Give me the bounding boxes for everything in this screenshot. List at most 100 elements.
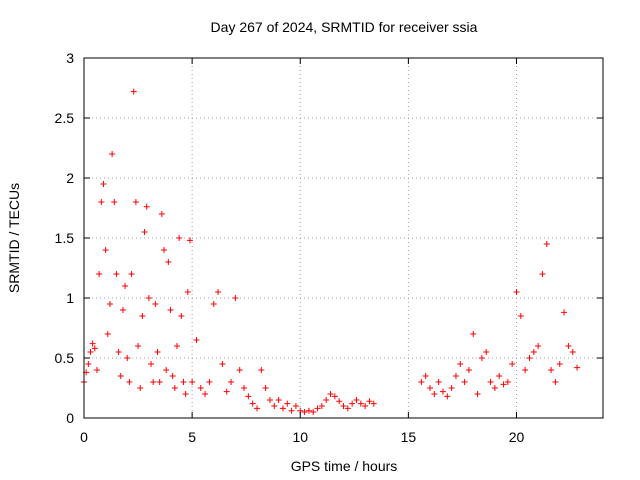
data-point xyxy=(310,409,317,415)
data-point xyxy=(113,271,120,277)
data-point xyxy=(301,409,308,415)
data-point xyxy=(193,337,200,343)
data-point xyxy=(561,309,568,316)
data-point xyxy=(465,367,472,373)
data-point xyxy=(186,237,193,244)
data-point xyxy=(106,301,113,307)
data-point xyxy=(258,367,265,373)
data-point xyxy=(271,403,278,409)
data-point xyxy=(513,289,520,295)
data-point xyxy=(91,345,98,352)
data-point xyxy=(418,379,425,385)
y-tick-labels: 0 0.5 1 1.5 2 2.5 3 xyxy=(55,50,75,426)
data-point xyxy=(279,405,286,412)
data-point xyxy=(305,407,312,414)
data-point xyxy=(122,283,129,289)
data-point xyxy=(340,403,347,409)
x-tick-labels: 0 5 10 15 20 xyxy=(80,429,524,445)
data-point xyxy=(552,379,559,385)
data-point xyxy=(517,313,524,319)
data-point xyxy=(314,405,321,412)
y-tick-label: 1 xyxy=(66,290,74,306)
data-point xyxy=(474,391,481,397)
plot-frame xyxy=(83,57,604,419)
data-point xyxy=(119,307,126,313)
data-point xyxy=(87,349,94,355)
data-point xyxy=(362,403,369,409)
data-point xyxy=(457,361,464,367)
data-point xyxy=(530,349,537,355)
x-tick-label: 10 xyxy=(292,429,308,445)
data-point xyxy=(245,393,252,400)
data-point xyxy=(344,405,351,412)
x-tick-label: 15 xyxy=(401,429,417,445)
data-point xyxy=(461,379,468,385)
data-point xyxy=(422,373,429,379)
data-point xyxy=(117,373,124,379)
y-tick-label: 1.5 xyxy=(55,230,75,246)
data-point xyxy=(85,361,92,367)
data-point xyxy=(427,385,433,391)
data-point xyxy=(206,379,213,385)
data-point xyxy=(431,391,438,397)
data-point xyxy=(228,379,235,385)
data-point xyxy=(104,331,111,337)
data-point xyxy=(135,343,142,349)
data-point xyxy=(439,388,446,395)
data-point xyxy=(241,385,248,391)
data-point xyxy=(96,271,103,277)
data-point xyxy=(288,407,295,414)
data-point xyxy=(124,355,131,361)
data-point xyxy=(504,379,511,385)
data-point xyxy=(327,391,334,397)
y-tick-label: 2.5 xyxy=(55,110,75,126)
data-point xyxy=(444,393,451,400)
data-point xyxy=(543,241,550,247)
data-point xyxy=(435,379,442,385)
data-point xyxy=(262,385,269,391)
data-point xyxy=(496,373,503,379)
data-point xyxy=(366,398,373,405)
x-tick-label: 20 xyxy=(509,429,525,445)
data-point xyxy=(331,393,338,400)
data-point xyxy=(448,385,455,391)
data-point xyxy=(128,271,135,277)
data-point xyxy=(483,349,490,355)
data-point xyxy=(126,379,133,385)
data-point xyxy=(132,199,139,205)
y-tick-label: 0 xyxy=(66,410,74,426)
data-point xyxy=(223,388,230,395)
data-point xyxy=(202,391,209,397)
data-point xyxy=(182,391,189,397)
data-point xyxy=(139,313,146,319)
data-point xyxy=(509,361,516,367)
data-point xyxy=(323,397,330,403)
data-point xyxy=(158,211,165,217)
x-tick-label: 5 xyxy=(188,429,196,445)
data-point xyxy=(100,181,107,187)
data-point xyxy=(470,331,477,337)
data-point xyxy=(249,400,256,407)
data-point xyxy=(292,403,299,409)
data-points xyxy=(81,88,581,415)
data-point xyxy=(357,400,364,407)
data-point xyxy=(137,385,144,391)
data-point xyxy=(197,385,204,391)
data-point xyxy=(141,229,148,235)
data-point xyxy=(184,289,191,295)
data-point xyxy=(148,361,155,367)
data-point xyxy=(115,349,122,355)
chart-title: Day 267 of 2024, SRMTID for receiver ssi… xyxy=(211,19,478,35)
data-point xyxy=(176,235,183,241)
data-point xyxy=(539,271,546,277)
x-tick-label: 0 xyxy=(80,429,88,445)
data-point xyxy=(452,373,459,379)
y-tick-label: 3 xyxy=(66,50,74,66)
data-point xyxy=(102,247,109,253)
data-point xyxy=(478,355,485,361)
data-point xyxy=(215,289,222,295)
data-point xyxy=(349,400,356,407)
data-point xyxy=(491,385,498,391)
data-point xyxy=(169,373,176,379)
data-point xyxy=(254,405,260,412)
